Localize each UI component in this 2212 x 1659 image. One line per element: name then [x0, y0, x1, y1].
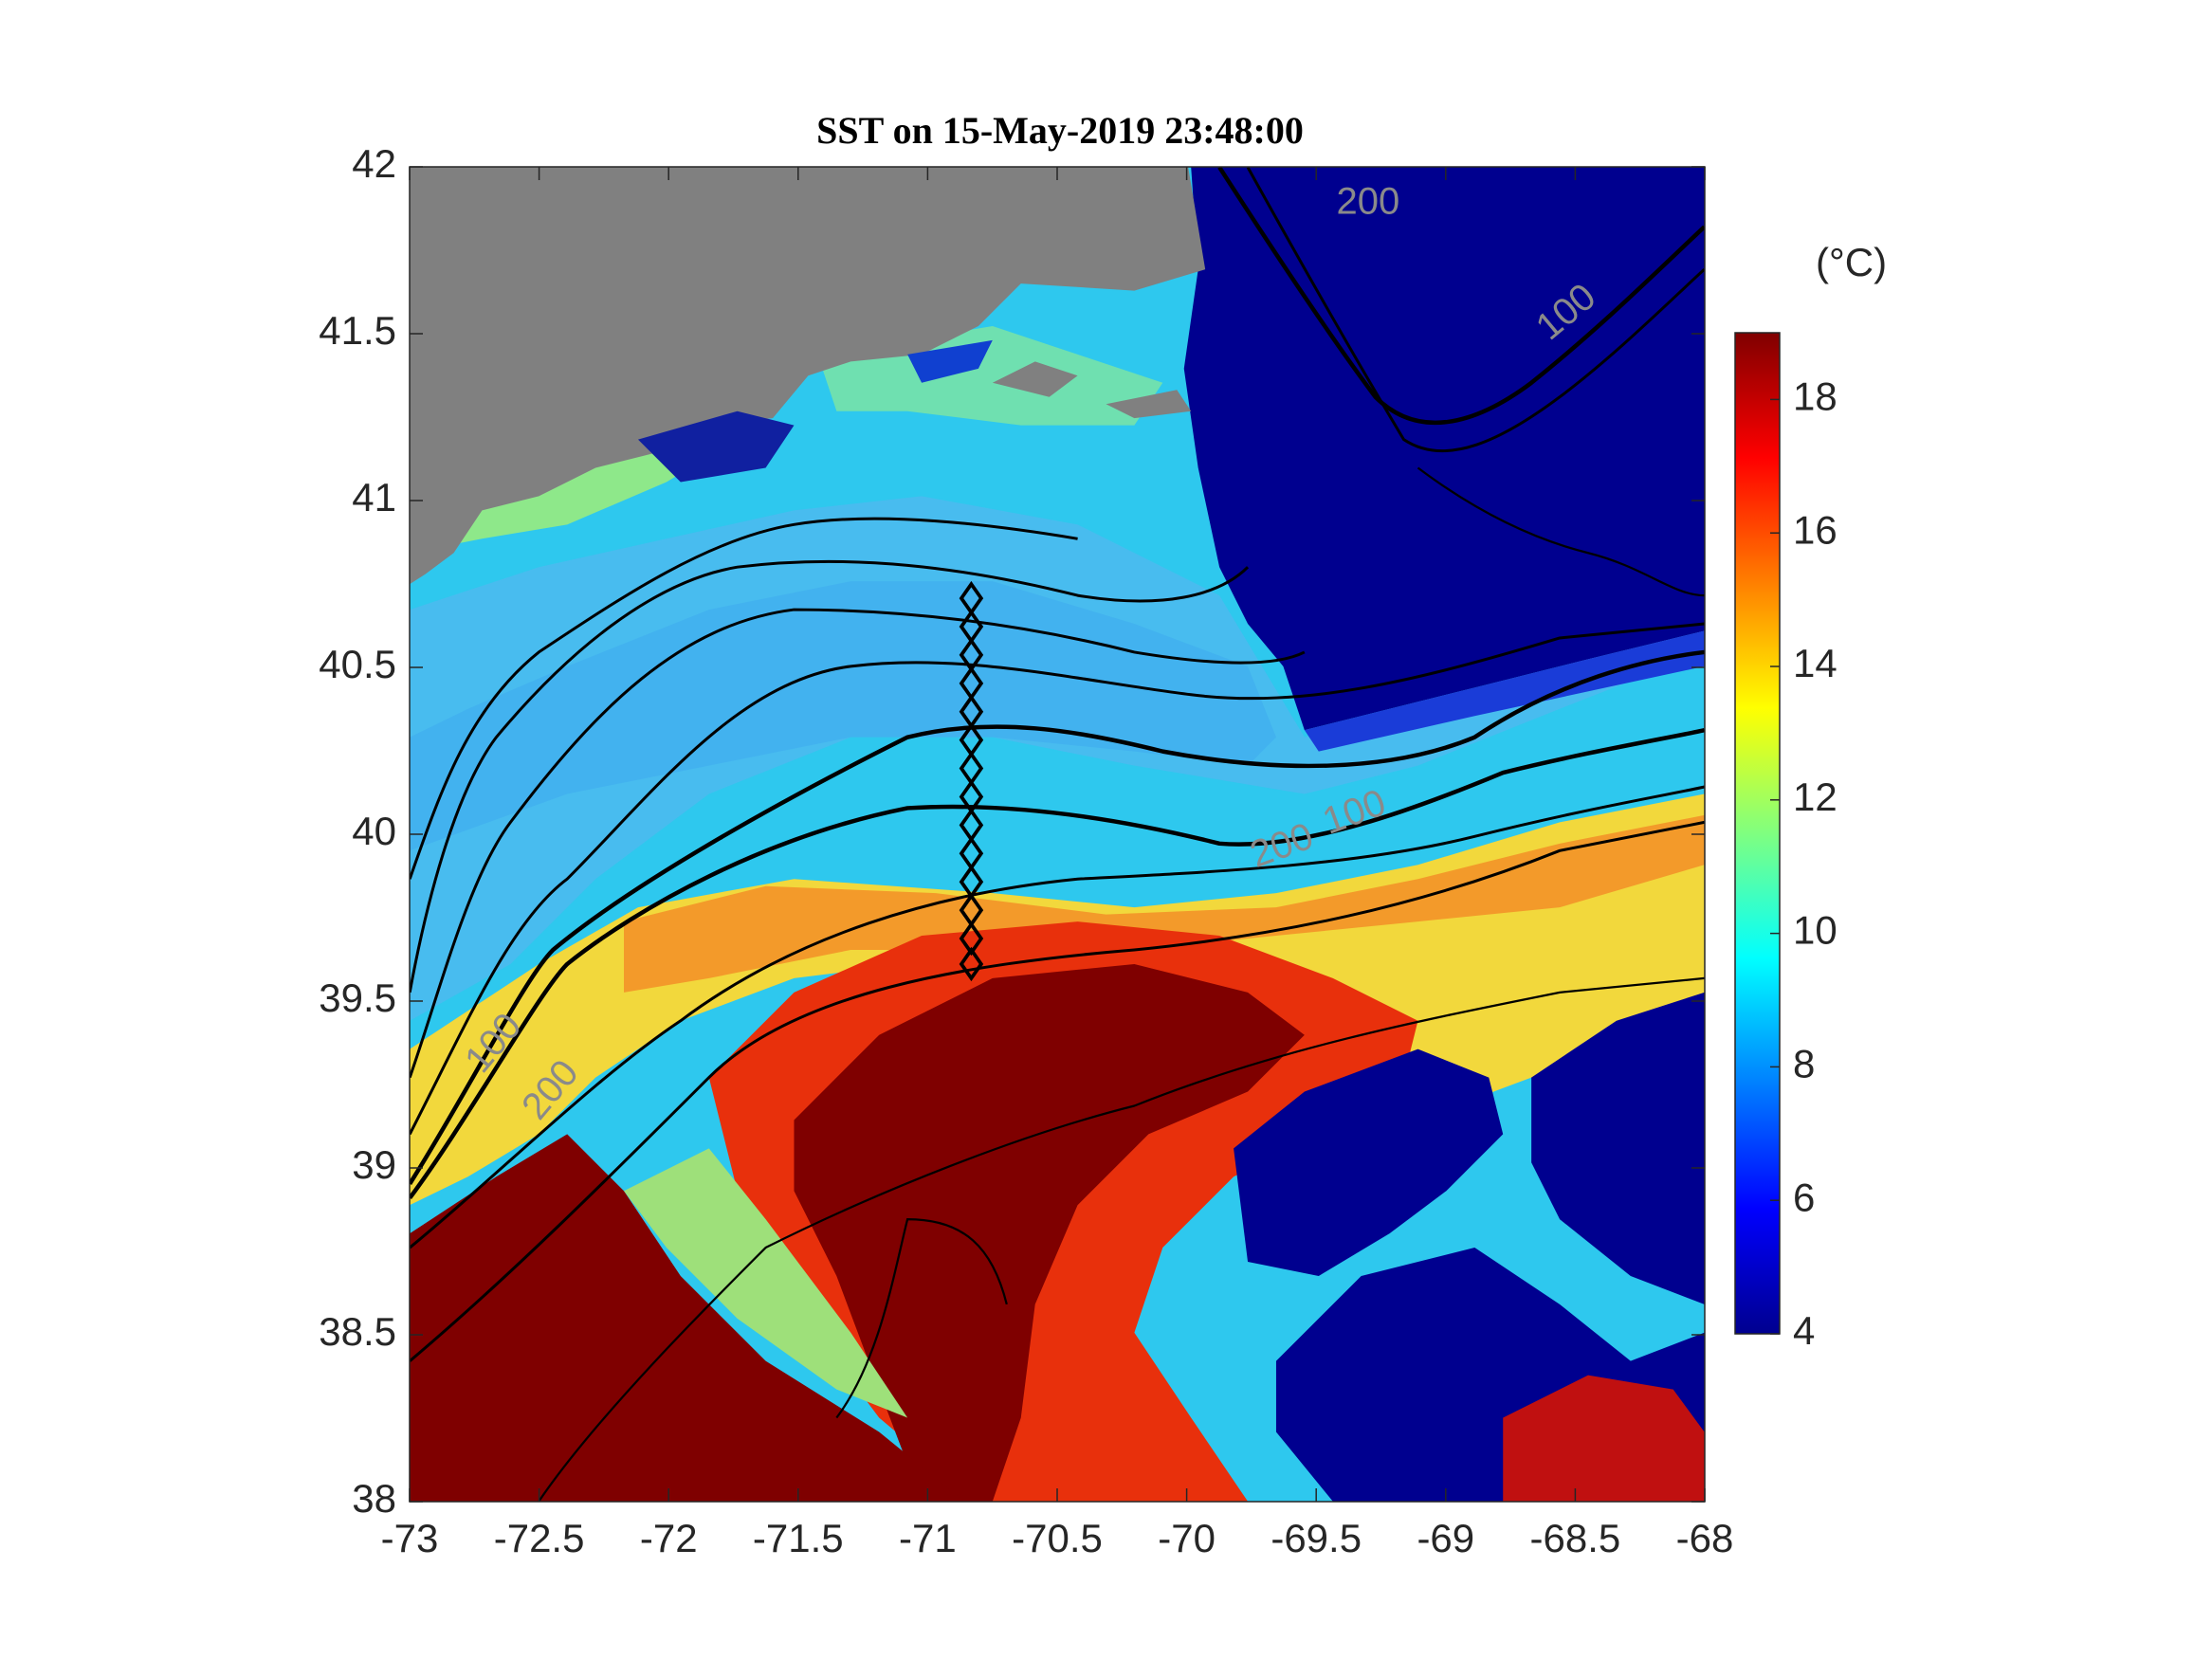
- colorbar-tick-label: 8: [1793, 1041, 1815, 1085]
- y-tick-label: 42: [352, 141, 396, 186]
- colorbar-tick-label: 16: [1793, 507, 1837, 552]
- x-tick-label: -68: [1676, 1516, 1734, 1560]
- x-tick-label: -71.5: [753, 1516, 844, 1560]
- y-tick-label: 39.5: [319, 975, 396, 1020]
- x-tick-label: -70.5: [1012, 1516, 1103, 1560]
- y-tick-label: 38.5: [319, 1309, 396, 1354]
- y-tick-label: 40: [352, 809, 396, 853]
- colorbar-tick-label: 14: [1793, 641, 1837, 685]
- colorbar-tick-label: 10: [1793, 908, 1837, 953]
- sst-map: [410, 167, 1705, 1502]
- x-tick-label: -69: [1417, 1516, 1474, 1560]
- y-tick-label: 40.5: [319, 642, 396, 686]
- colorbar-tick-label: 6: [1793, 1175, 1815, 1219]
- x-tick-label: -69.5: [1271, 1516, 1362, 1560]
- colorbar: [1734, 332, 1781, 1335]
- y-tick-label: 41: [352, 475, 396, 520]
- colorbar-tick-label: 4: [1793, 1308, 1815, 1353]
- chart-title: SST on 15-May-2019 23:48:00: [816, 109, 1304, 152]
- x-tick-label: -72.5: [494, 1516, 585, 1560]
- y-tick-label: 38: [352, 1476, 396, 1521]
- x-tick-label: -72: [640, 1516, 698, 1560]
- y-tick-label: 39: [352, 1142, 396, 1187]
- colorbar-label: (°C): [1816, 240, 1887, 284]
- x-tick-label: -73: [381, 1516, 439, 1560]
- x-tick-label: -70: [1158, 1516, 1216, 1560]
- y-tick-label: 41.5: [319, 308, 396, 353]
- colorbar-tick-label: 12: [1793, 775, 1837, 819]
- colorbar-tick-label: 18: [1793, 374, 1837, 418]
- contour-label: 200: [1336, 180, 1399, 222]
- x-tick-label: -71: [899, 1516, 957, 1560]
- x-tick-label: -68.5: [1530, 1516, 1621, 1560]
